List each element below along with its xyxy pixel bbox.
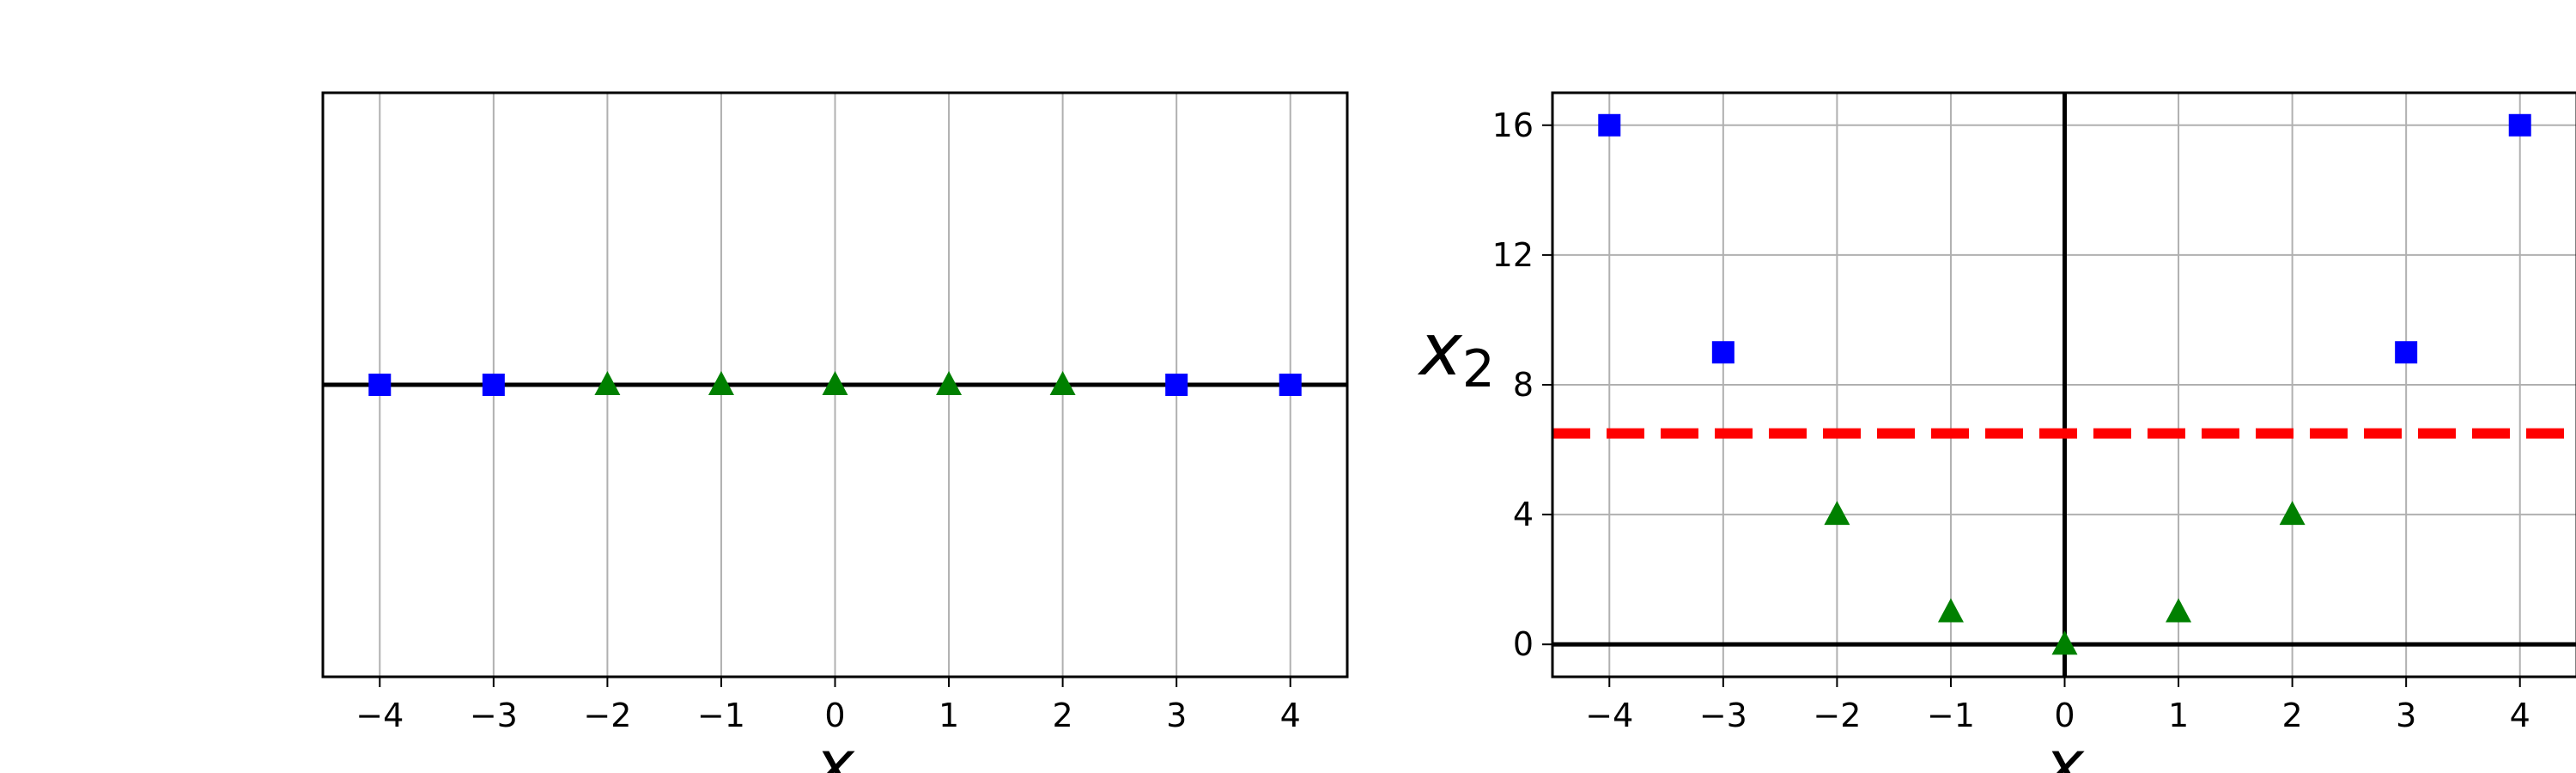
chart-2-square-point bbox=[1711, 341, 1735, 364]
chart-2-x-tick-label: 0 bbox=[2054, 697, 2075, 734]
chart-1-x-tick-label: −2 bbox=[583, 697, 631, 734]
chart-1-triangle-point bbox=[822, 371, 848, 395]
chart-1-square-point bbox=[368, 374, 392, 396]
chart-2-square-point bbox=[1598, 113, 1621, 137]
chart-2-square-point bbox=[2395, 341, 2418, 364]
chart-1-square-point bbox=[482, 374, 505, 396]
chart-1-x-tick-label: 0 bbox=[824, 697, 845, 734]
chart-2-x-tick-label: 4 bbox=[2510, 697, 2530, 734]
chart-2-y-axis-title: x2 bbox=[1417, 307, 1495, 399]
chart-2-y-tick-label: 0 bbox=[1513, 625, 1534, 663]
chart-2-x-tick-label: −3 bbox=[1699, 697, 1747, 734]
chart-2-y-tick-label: 12 bbox=[1492, 236, 1534, 274]
chart-2-triangle-point bbox=[2279, 501, 2306, 526]
chart-2-y-tick-label: 4 bbox=[1513, 496, 1534, 533]
chart-2-x-tick-label: 3 bbox=[2396, 697, 2416, 734]
chart-1-x-tick-label: 3 bbox=[1166, 697, 1187, 734]
chart-2-triangle-point bbox=[1937, 598, 1964, 623]
chart-1-x-tick-label: −4 bbox=[355, 697, 404, 734]
chart-1-x-tick-label: −3 bbox=[470, 697, 518, 734]
chart-1-x-tick-label: 4 bbox=[1280, 697, 1301, 734]
chart-1-triangle-point bbox=[1049, 371, 1076, 395]
chart-1-triangle-point bbox=[594, 371, 621, 395]
chart-2-triangle-point bbox=[2166, 598, 2192, 623]
chart-1-x-tick-label: 2 bbox=[1053, 697, 1073, 734]
chart-2-y-tick-label: 16 bbox=[1492, 107, 1534, 144]
chart-1-triangle-point bbox=[708, 371, 734, 395]
chart-2-triangle-point bbox=[1824, 501, 1850, 526]
chart-2-triangle-point bbox=[2051, 630, 2078, 655]
chart-1-x-axis-title: x bbox=[814, 726, 855, 773]
chart-2-x-tick-label: 1 bbox=[2168, 697, 2189, 734]
chart-1-x-tick-label: 1 bbox=[939, 697, 959, 734]
chart-1-square-point bbox=[1279, 374, 1302, 396]
chart-2-x-axis-title: x bbox=[2044, 726, 2085, 773]
chart-2-x-tick-label: −1 bbox=[1927, 697, 1975, 734]
chart-1-square-point bbox=[1165, 374, 1188, 396]
chart-1-triangle-point bbox=[936, 371, 963, 395]
chart-2-x-tick-label: 2 bbox=[2282, 697, 2303, 734]
chart-1-x-tick-label: −1 bbox=[697, 697, 745, 734]
chart-2-x-tick-label: −2 bbox=[1813, 697, 1861, 734]
chart-2-square-point bbox=[2508, 113, 2531, 137]
chart-2-y-tick-label: 8 bbox=[1513, 366, 1534, 404]
chart-1-plot-area bbox=[323, 93, 1347, 677]
left-chart-panel: −4 −3 −2 −1 0 1 2 3 4 x bbox=[321, 91, 1349, 773]
chart-2-plot-area bbox=[1552, 93, 2576, 677]
chart-2-x-tick-label: −4 bbox=[1585, 697, 1633, 734]
